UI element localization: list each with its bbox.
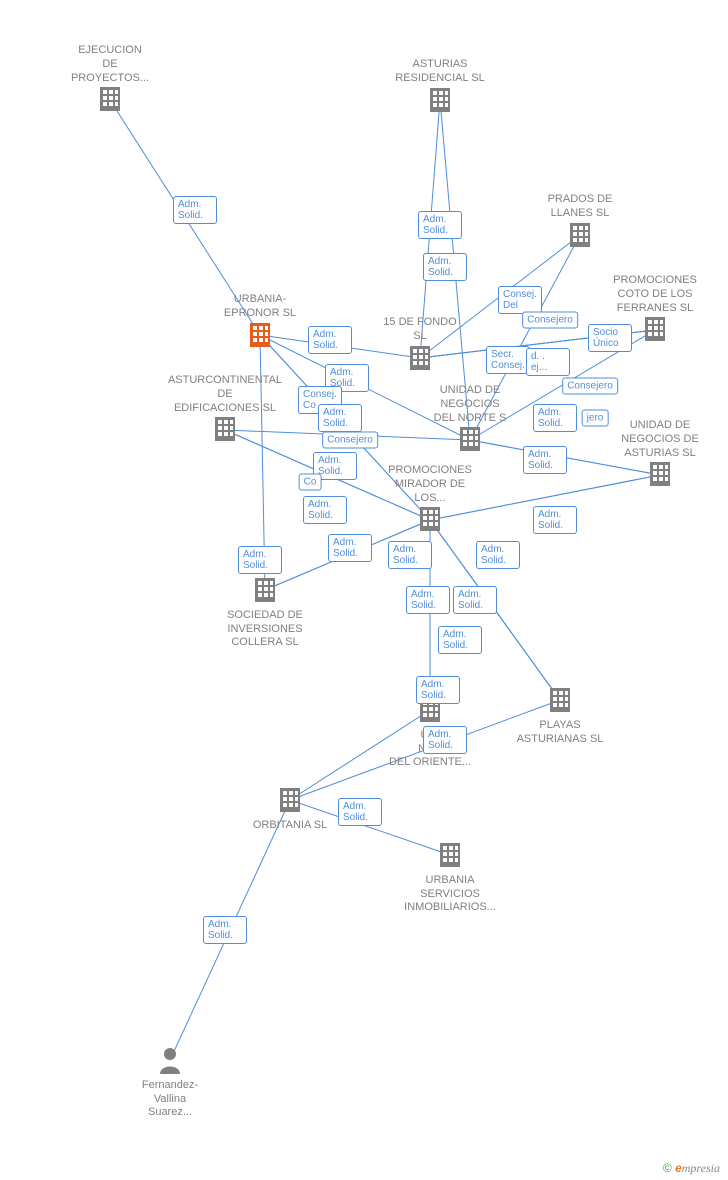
building-icon [247, 321, 273, 354]
brand-rest: mpresia [682, 1161, 720, 1175]
building-icon [642, 315, 668, 348]
edge-label: Adm.Solid. [453, 586, 497, 614]
building-icon [417, 505, 443, 538]
edge-label: Adm.Solid. [308, 326, 352, 354]
edge-label: d. .ej... [526, 348, 570, 376]
edge-label: Consej.Del [498, 286, 542, 314]
building-icon [252, 576, 278, 609]
building-icon [437, 841, 463, 874]
edge-label: Adm.Solid. [416, 676, 460, 704]
edge-label: Adm.Solid. [338, 798, 382, 826]
edge-label: Adm.Solid. [438, 626, 482, 654]
edge-label: Adm.Solid. [533, 506, 577, 534]
edge-label: Consejero [522, 312, 578, 329]
edge [290, 710, 430, 800]
edge-label: Adm.Solid. [203, 916, 247, 944]
edge-label: Adm.Solid. [423, 726, 467, 754]
edge-label: Adm.Solid. [303, 496, 347, 524]
edge-label: Adm.Solid. [406, 586, 450, 614]
brand-first-letter: e [675, 1161, 682, 1175]
building-icon [97, 85, 123, 118]
edge-label: Consejero [562, 378, 618, 395]
building-icon [427, 86, 453, 119]
edge-label: Co [299, 474, 322, 491]
edge-label: Adm.Solid. [173, 196, 217, 224]
building-icon [647, 460, 673, 493]
watermark: © empresia [663, 1161, 720, 1176]
edge-label: Adm.Solid. [423, 253, 467, 281]
edge-label: Secr.Consej. [486, 346, 530, 374]
edge-label: Adm.Solid. [476, 541, 520, 569]
edge-label: Adm.Solid. [238, 546, 282, 574]
edge-label: Adm.Solid. [328, 534, 372, 562]
edge-label: Adm.Solid. [318, 404, 362, 432]
building-icon [407, 344, 433, 377]
building-icon [547, 686, 573, 719]
edge-label: Adm.Solid. [418, 211, 462, 239]
building-icon [457, 425, 483, 458]
copyright-symbol: © [663, 1161, 672, 1175]
edge-label: Consejero [322, 432, 378, 449]
building-icon [277, 786, 303, 819]
person-icon [158, 1046, 182, 1079]
building-icon [567, 221, 593, 254]
building-icon [212, 415, 238, 448]
edge-label: Adm.Solid. [533, 404, 577, 432]
edge-label: Adm.Solid. [523, 446, 567, 474]
edge-label: jero [582, 410, 609, 427]
network-edges-layer [0, 0, 728, 1180]
edge-label: SocioÚnico [588, 324, 632, 352]
edge-label: Adm.Solid. [388, 541, 432, 569]
